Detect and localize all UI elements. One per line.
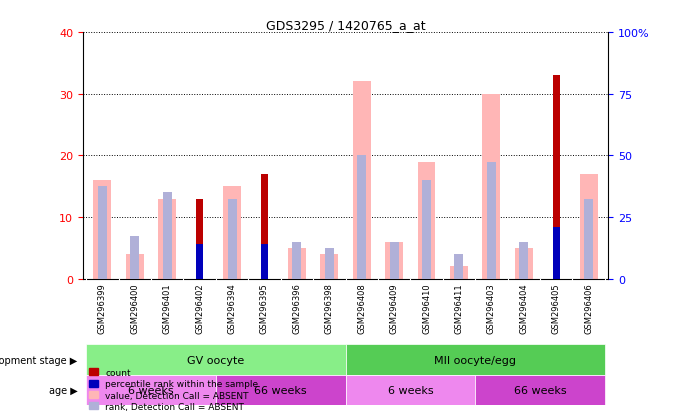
Bar [130, 236, 140, 279]
Text: MII oocyte/egg: MII oocyte/egg [434, 355, 516, 365]
Bar [227, 199, 236, 279]
Text: GSM296405: GSM296405 [551, 282, 560, 333]
Bar [196, 244, 203, 279]
Bar [482, 95, 500, 279]
Text: age ▶: age ▶ [49, 385, 77, 395]
Bar [158, 199, 176, 279]
Bar [553, 228, 560, 279]
Text: development stage ▶: development stage ▶ [0, 355, 77, 365]
Bar [162, 193, 172, 279]
Text: GSM296398: GSM296398 [325, 282, 334, 333]
Bar [580, 174, 598, 279]
Bar [86, 344, 346, 375]
Bar [288, 248, 306, 279]
Bar [475, 375, 605, 405]
Bar [450, 267, 468, 279]
Bar [385, 242, 403, 279]
Bar [390, 242, 399, 279]
Title: GDS3295 / 1420765_a_at: GDS3295 / 1420765_a_at [265, 19, 426, 32]
Text: GSM296396: GSM296396 [292, 282, 301, 333]
Bar [126, 254, 144, 279]
Bar [584, 199, 593, 279]
Text: GSM296401: GSM296401 [162, 282, 171, 333]
Bar [357, 156, 366, 279]
Text: GSM296410: GSM296410 [422, 282, 431, 333]
Text: GSM296411: GSM296411 [455, 282, 464, 333]
Text: GSM296406: GSM296406 [584, 282, 593, 333]
Bar [216, 375, 346, 405]
Bar [321, 254, 338, 279]
Text: GSM296403: GSM296403 [487, 282, 496, 333]
Bar [422, 180, 431, 279]
Bar [455, 254, 464, 279]
Bar [353, 82, 370, 279]
Text: 6 weeks: 6 weeks [129, 385, 174, 395]
Bar [417, 162, 435, 279]
Bar [261, 174, 268, 279]
Text: GSM296395: GSM296395 [260, 282, 269, 333]
Bar [553, 76, 560, 279]
Bar [261, 244, 268, 279]
Bar [223, 187, 241, 279]
Bar [292, 242, 301, 279]
Text: GSM296394: GSM296394 [227, 282, 236, 333]
Text: 66 weeks: 66 weeks [254, 385, 307, 395]
Text: GSM296404: GSM296404 [520, 282, 529, 333]
Legend: count, percentile rank within the sample, value, Detection Call = ABSENT, rank, : count, percentile rank within the sample… [88, 366, 261, 413]
Text: GV oocyte: GV oocyte [187, 355, 245, 365]
Text: GSM296408: GSM296408 [357, 282, 366, 333]
Bar [86, 375, 216, 405]
Bar [519, 242, 529, 279]
Bar [93, 180, 111, 279]
Text: GSM296400: GSM296400 [131, 282, 140, 333]
Text: 66 weeks: 66 weeks [513, 385, 567, 395]
Bar [346, 344, 605, 375]
Bar [325, 248, 334, 279]
Bar [196, 199, 203, 279]
Bar [487, 162, 496, 279]
Text: 6 weeks: 6 weeks [388, 385, 433, 395]
Text: GSM296399: GSM296399 [98, 282, 107, 333]
Bar [98, 187, 107, 279]
Bar [515, 248, 533, 279]
Text: GSM296409: GSM296409 [390, 282, 399, 333]
Bar [346, 375, 475, 405]
Text: GSM296402: GSM296402 [195, 282, 204, 333]
